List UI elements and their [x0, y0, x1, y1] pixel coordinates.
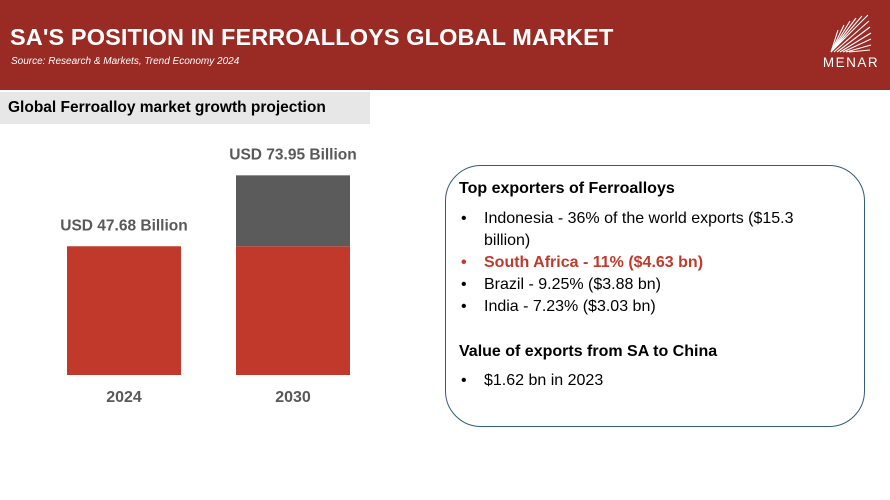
x-tick-label: 2030 — [275, 389, 311, 406]
x-tick-label: 2024 — [106, 389, 142, 406]
bar-growth-segment-2030 — [236, 175, 350, 247]
china-exports-list: • $1.62 bn in 2023 — [459, 370, 814, 392]
exporters-list: • Indonesia - 36% of the world exports ($… — [459, 208, 814, 318]
exporter-item-text: India - 7.23% ($3.03 bn) — [484, 298, 656, 315]
data-label: USD 47.68 Billion — [60, 217, 187, 234]
menar-logo-text: MENAR — [822, 55, 880, 70]
exporter-item-text: Brazil - 9.25% ($3.88 bn) — [484, 276, 661, 293]
bar-2024 — [67, 246, 181, 375]
bullet-icon: • — [461, 372, 467, 389]
chart-subheading: Global Ferroalloy market growth projecti… — [8, 99, 326, 116]
bar-2030 — [236, 246, 350, 375]
bullet-icon: • — [461, 254, 467, 271]
data-label: USD 73.95 Billion — [229, 146, 356, 163]
bullet-icon: • — [461, 276, 467, 293]
bullet-icon: • — [461, 210, 467, 227]
china-exports-heading: Value of exports from SA to China — [459, 343, 718, 360]
exporter-item-text: Indonesia - 36% of the world exports ($1… — [484, 210, 794, 249]
exporter-item: • India - 7.23% ($3.03 bn) — [459, 296, 814, 318]
exporter-item: • South Africa - 11% ($4.63 bn) — [459, 252, 814, 274]
exports-info-box: Top exporters of Ferroalloys • Indonesia … — [445, 165, 865, 427]
menar-logo-icon — [830, 14, 872, 53]
page-title: SA'S POSITION IN FERROALLOYS GLOBAL MARK… — [10, 24, 614, 50]
menar-logo: MENAR — [822, 12, 880, 76]
china-export-item-text: $1.62 bn in 2023 — [484, 372, 604, 389]
chart-subheading-bar: Global Ferroalloy market growth projecti… — [0, 92, 370, 124]
source-note: Source: Research & Markets, Trend Econom… — [11, 56, 240, 67]
header-banner: SA'S POSITION IN FERROALLOYS GLOBAL MARK… — [0, 0, 890, 90]
exporter-item: • Brazil - 9.25% ($3.88 bn) — [459, 274, 814, 296]
bullet-icon: • — [461, 298, 467, 315]
exporter-item-text: South Africa - 11% ($4.63 bn) — [484, 254, 704, 271]
china-export-item: • $1.62 bn in 2023 — [459, 370, 814, 392]
exporters-heading: Top exporters of Ferroalloys — [459, 180, 675, 197]
exporter-item: • Indonesia - 36% of the world exports ($… — [459, 208, 814, 252]
market-growth-bar-chart: USD 47.68 Billion 2024 USD 73.95 Billion 20… — [60, 146, 356, 406]
